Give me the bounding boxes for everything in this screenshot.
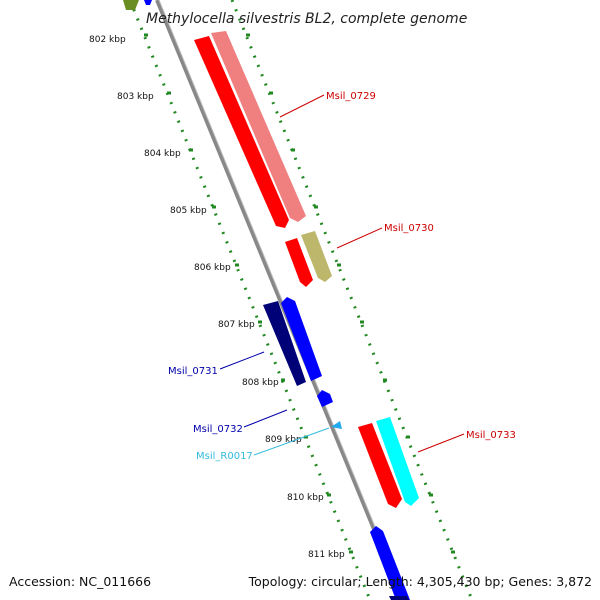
tick-label-809: 809 kbp (265, 435, 302, 445)
genome-backbone-highlight (158, 0, 406, 600)
cds-feature-0733 (358, 423, 402, 508)
map-title: Methylocella silvestris BL2, complete ge… (146, 11, 467, 27)
cds-feature-0731 (281, 297, 322, 381)
gene-label-0732: Msil_0732 (193, 424, 243, 435)
cds-feature-0732 (317, 390, 333, 407)
gene-label-r0017: Msil_R0017 (196, 451, 253, 462)
accession-text: Accession: NC_011666 (9, 574, 152, 589)
cog-feature-0733 (376, 417, 419, 506)
tick-label-811: 811 kbp (308, 550, 345, 560)
cds-feature-partial-bottom (370, 526, 410, 600)
gene-label-0733: Msil_0733 (466, 430, 516, 441)
leader-line-0730 (336, 227, 383, 249)
leader-line-0731 (219, 351, 265, 370)
tick-label-803: 803 kbp (117, 92, 154, 102)
ruler-line-right (230, 0, 474, 600)
tick-label-804: 804 kbp (144, 149, 181, 159)
gene-label-0729: Msil_0729 (326, 91, 376, 102)
tick-label-808: 808 kbp (242, 378, 279, 388)
leader-line-0729 (279, 94, 325, 118)
leader-line-r0017 (253, 427, 330, 456)
cds-feature-partial-top (144, 0, 152, 5)
cds-feature-0729 (194, 36, 289, 228)
cog-feature-green (123, 0, 139, 10)
tick-label-810: 810 kbp (287, 493, 324, 503)
gene-label-0730: Msil_0730 (384, 223, 434, 234)
leader-line-0733 (417, 433, 465, 453)
tick-label-807: 807 kbp (218, 320, 255, 330)
gene-label-0731: Msil_0731 (168, 366, 218, 377)
tick-label-802: 802 kbp (89, 35, 126, 45)
cds-feature-0731-dark (263, 301, 306, 386)
genome-summary-text: Topology: circular; Length: 4,305,430 bp… (248, 574, 592, 589)
ruler-ticks (144, 33, 455, 554)
tick-label-805: 805 kbp (170, 206, 207, 216)
genome-backbone (155, 0, 405, 600)
tick-label-806: 806 kbp (194, 263, 231, 273)
cds-feature-partial-bottom-dark (389, 596, 409, 600)
trna-feature-r0017 (331, 421, 342, 429)
cog-feature-0729 (211, 31, 306, 222)
cog-feature-0730 (301, 231, 332, 282)
cds-feature-0730 (285, 238, 313, 287)
leader-line-0732 (243, 409, 288, 428)
